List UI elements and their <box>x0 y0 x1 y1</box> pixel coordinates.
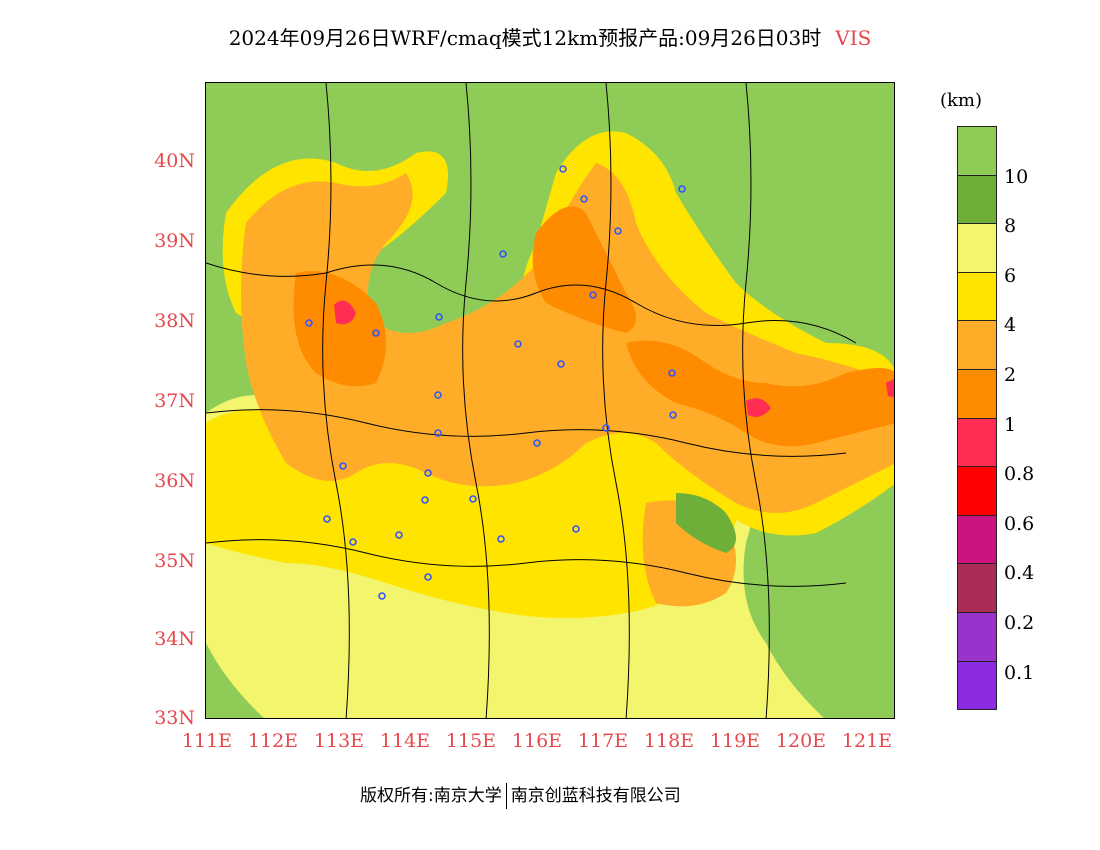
x-tick-label: 114E <box>379 730 431 752</box>
legend-label: 8 <box>1004 215 1017 238</box>
legend-swatch <box>957 174 997 225</box>
x-tick-label: 112E <box>247 730 299 752</box>
legend-swatch <box>957 466 997 516</box>
x-tick-label: 118E <box>643 730 695 752</box>
x-tick-label: 111E <box>181 730 233 752</box>
y-tick-label: 33N <box>154 707 195 729</box>
legend-swatch <box>957 660 997 711</box>
x-tick-label: 113E <box>313 730 365 752</box>
x-tick-label: 116E <box>511 730 563 752</box>
legend-label: 1 <box>1004 413 1017 436</box>
map-title: 2024年09月26日WRF/cmaq模式12km预报产品:09月26日03时 V… <box>0 22 1100 51</box>
legend-swatch <box>957 514 997 565</box>
title-variable: VIS <box>835 26 872 50</box>
legend-label: 4 <box>1004 314 1017 337</box>
legend-label: 2 <box>1004 364 1017 386</box>
vis-0-8km-zone <box>334 300 356 325</box>
copyright-right: 南京创蓝科技有限公司 <box>510 786 681 806</box>
x-tick-label: 117E <box>577 730 629 752</box>
vis-0-8km-zone <box>746 398 771 417</box>
vis-1km-zone <box>532 206 636 333</box>
legend-swatch <box>957 271 997 322</box>
color-legend <box>957 126 997 711</box>
low-vis-zone <box>676 493 736 553</box>
legend-label: 0.1 <box>1004 661 1035 684</box>
copyright-left: 版权所有:南京大学 <box>360 786 502 806</box>
y-tick-label: 37N <box>154 390 195 412</box>
legend-label: 0.4 <box>1004 562 1035 585</box>
x-tick-label: 119E <box>709 730 761 752</box>
map-svg <box>206 83 894 718</box>
vis-1km-zone <box>626 340 894 447</box>
vis-1km-zone <box>293 271 386 387</box>
legend-label: 0.2 <box>1004 612 1035 634</box>
title-main: 2024年09月26日WRF/cmaq模式12km预报产品:09月26日03时 <box>228 26 822 50</box>
x-tick-label: 115E <box>445 730 497 752</box>
legend-swatch <box>957 320 997 370</box>
legend-label: 10 <box>1004 165 1029 188</box>
y-tick-label: 40N <box>154 150 195 172</box>
legend-label: 6 <box>1004 264 1017 287</box>
y-tick-label: 38N <box>154 310 195 332</box>
boundary-lines <box>206 83 857 718</box>
vis-0-8km-zone <box>886 379 894 398</box>
legend-swatch <box>957 126 997 176</box>
legend-swatch <box>957 563 997 613</box>
legend-swatch <box>957 611 997 662</box>
footer-separator <box>505 783 507 809</box>
legend-swatch <box>957 368 997 419</box>
y-tick-label: 34N <box>154 628 195 650</box>
x-tick-label: 121E <box>841 730 893 752</box>
y-tick-label: 36N <box>154 470 195 492</box>
legend-swatch <box>957 223 997 273</box>
y-tick-label: 39N <box>154 230 195 252</box>
y-tick-label: 35N <box>154 550 195 572</box>
vis-2km-zone <box>241 163 894 513</box>
city-markers <box>305 165 686 600</box>
legend-label: 0.8 <box>1004 463 1035 486</box>
legend-label: 0.6 <box>1004 512 1035 535</box>
visibility-map <box>205 82 895 719</box>
legend-unit: (km) <box>940 90 983 111</box>
x-tick-label: 120E <box>775 730 827 752</box>
copyright-footer: 版权所有:南京大学 南京创蓝科技有限公司 <box>360 781 681 809</box>
legend-swatch <box>957 417 997 468</box>
